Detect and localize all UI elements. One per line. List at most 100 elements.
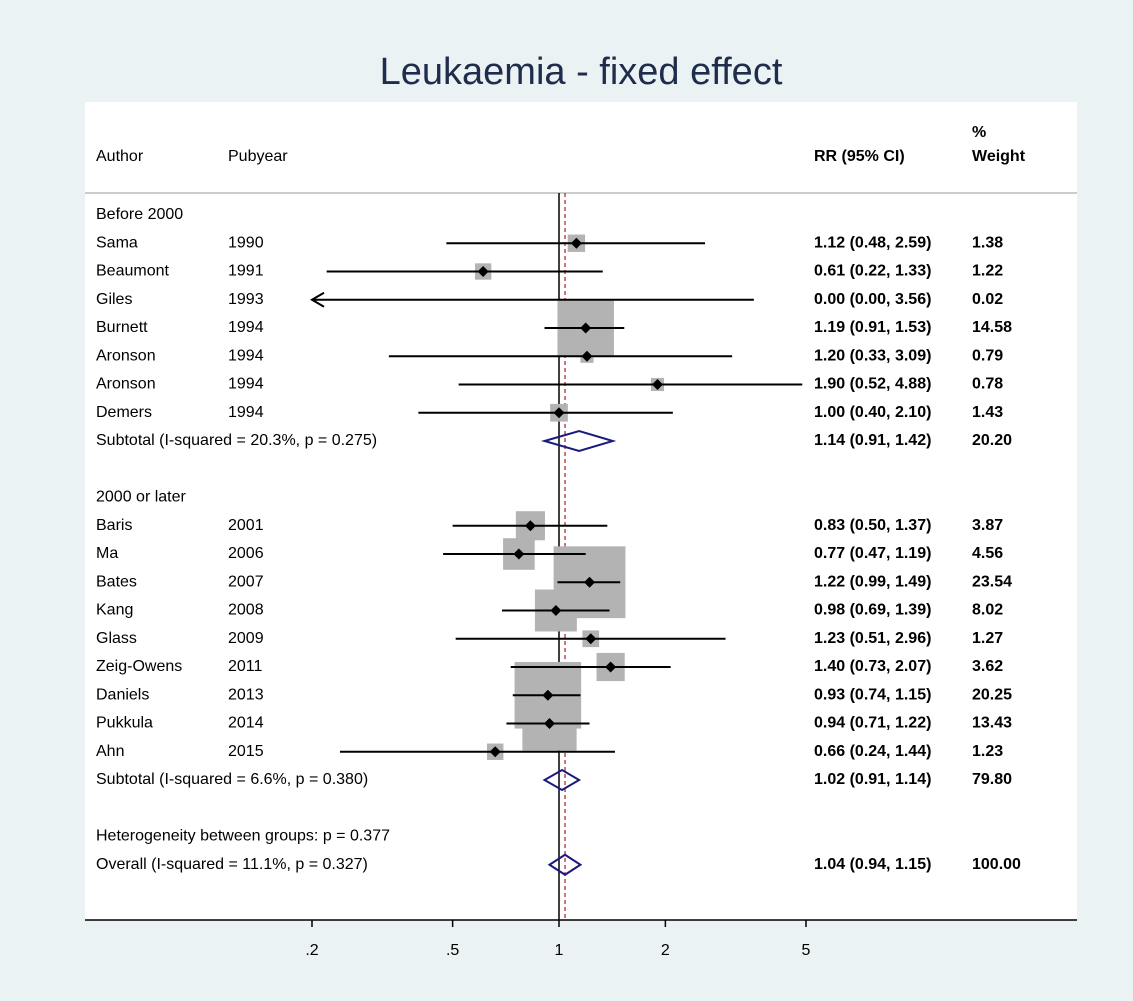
study-author: Aronson [96,347,156,364]
study-author: Aronson [96,376,156,393]
point-estimate [477,266,489,277]
weight-label: 1.23 [972,743,1003,760]
header-weight-top: % [972,124,986,141]
weight-label: 1.22 [972,263,1003,280]
point-estimate [605,661,617,673]
effect-label: 1.12 (0.48, 2.59) [814,234,931,251]
effect-label: 1.20 (0.33, 3.09) [814,347,931,364]
study-year: 1994 [228,376,264,393]
effect-label: 1.23 (0.51, 2.96) [814,630,931,647]
point-estimate [570,237,582,249]
study-year: 2014 [228,715,264,732]
header-author: Author [96,148,144,165]
weight-label: 0.02 [972,291,1003,308]
study-year: 1994 [228,347,264,364]
study-author: Ma [96,545,118,562]
study-year: 2013 [228,686,264,703]
effect-label: 1.14 (0.91, 1.42) [814,432,931,449]
point-estimate [580,322,592,334]
effect-label: 1.22 (0.99, 1.49) [814,573,931,590]
effect-label: 0.61 (0.22, 1.33) [814,263,931,280]
point-estimate [581,350,593,362]
weight-label: 3.62 [972,658,1003,675]
pooled-diamond [547,853,583,876]
study-year: 1994 [228,404,264,421]
plot-area [85,102,1077,920]
effect-label: 1.00 (0.40, 2.10) [814,404,931,421]
effect-label: 0.83 (0.50, 1.37) [814,517,931,534]
weight-label: 8.02 [972,602,1003,619]
ci-arrow [310,291,325,308]
study-year: 2015 [228,743,264,760]
weight-label: 14.58 [972,319,1012,336]
study-author: Sama [96,234,138,251]
weight-label: 20.25 [972,686,1012,703]
study-author: Bates [96,573,137,590]
study-year: 2001 [228,517,264,534]
study-author: Burnett [96,319,148,336]
point-estimate [542,689,554,701]
weight-label: 79.80 [972,771,1012,788]
weight-label: 0.78 [972,376,1003,393]
point-estimate [553,407,565,419]
point-estimate [524,520,536,532]
effect-label: 1.90 (0.52, 4.88) [814,376,931,393]
study-author: Pukkula [96,715,153,732]
x-tick-label: .2 [305,942,318,959]
study-year: 2008 [228,602,264,619]
point-estimate [584,576,596,588]
effect-label: 0.98 (0.69, 1.39) [814,602,931,619]
study-year: 1994 [228,319,264,336]
effect-label: 0.94 (0.71, 1.22) [814,715,931,732]
point-estimate [489,746,501,758]
weight-label: 1.43 [972,404,1003,421]
weight-label: 100.00 [972,856,1021,873]
header-effect: RR (95% CI) [814,148,905,165]
study-author: Kang [96,602,133,619]
study-author: Daniels [96,686,149,703]
study-year: 1991 [228,263,264,280]
effect-label: 0.93 (0.74, 1.15) [814,686,931,703]
header-weight: Weight [972,148,1026,165]
study-year: 2006 [228,545,264,562]
weight-label: 0.79 [972,347,1003,364]
group-label: Before 2000 [96,206,183,223]
group-label: 2000 or later [96,489,187,506]
point-estimate [513,548,525,560]
point-estimate [652,379,664,390]
study-year: 2011 [228,658,263,675]
pooled-label: Overall (I-squared = 11.1%, p = 0.327) [96,856,368,873]
chart-title: Leukaemia - fixed effect [380,51,783,93]
heterogeneity-label: Heterogeneity between groups: p = 0.377 [96,828,390,845]
effect-label: 1.40 (0.73, 2.07) [814,658,931,675]
x-tick-label: 2 [661,942,670,959]
effect-label: 0.00 (0.00, 3.56) [814,291,931,308]
weight-label: 13.43 [972,715,1012,732]
study-year: 2009 [228,630,264,647]
weight-label: 1.27 [972,630,1003,647]
x-tick-label: 5 [802,942,811,959]
weight-label: 3.87 [972,517,1003,534]
study-author: Glass [96,630,137,647]
effect-label: 1.02 (0.91, 1.14) [814,771,931,788]
effect-label: 0.77 (0.47, 1.19) [814,545,931,562]
study-author: Beaumont [96,263,169,280]
x-tick-label: .5 [446,942,459,959]
effect-label: 1.04 (0.94, 1.15) [814,856,931,873]
study-year: 1990 [228,234,264,251]
study-author: Ahn [96,743,124,760]
effect-label: 0.66 (0.24, 1.44) [814,743,931,760]
header-pubyear: Pubyear [228,148,288,165]
x-tick-label: 1 [555,942,564,959]
effect-label: 1.19 (0.91, 1.53) [814,319,931,336]
pooled-label: Subtotal (I-squared = 6.6%, p = 0.380) [96,771,368,788]
weight-label: 23.54 [972,573,1012,590]
weight-label: 1.38 [972,234,1003,251]
study-author: Zeig-Owens [96,658,182,675]
point-estimate [550,605,562,616]
point-estimate [544,718,556,729]
study-author: Baris [96,517,132,534]
pooled-diamond [542,768,582,792]
pooled-diamond [540,429,617,453]
